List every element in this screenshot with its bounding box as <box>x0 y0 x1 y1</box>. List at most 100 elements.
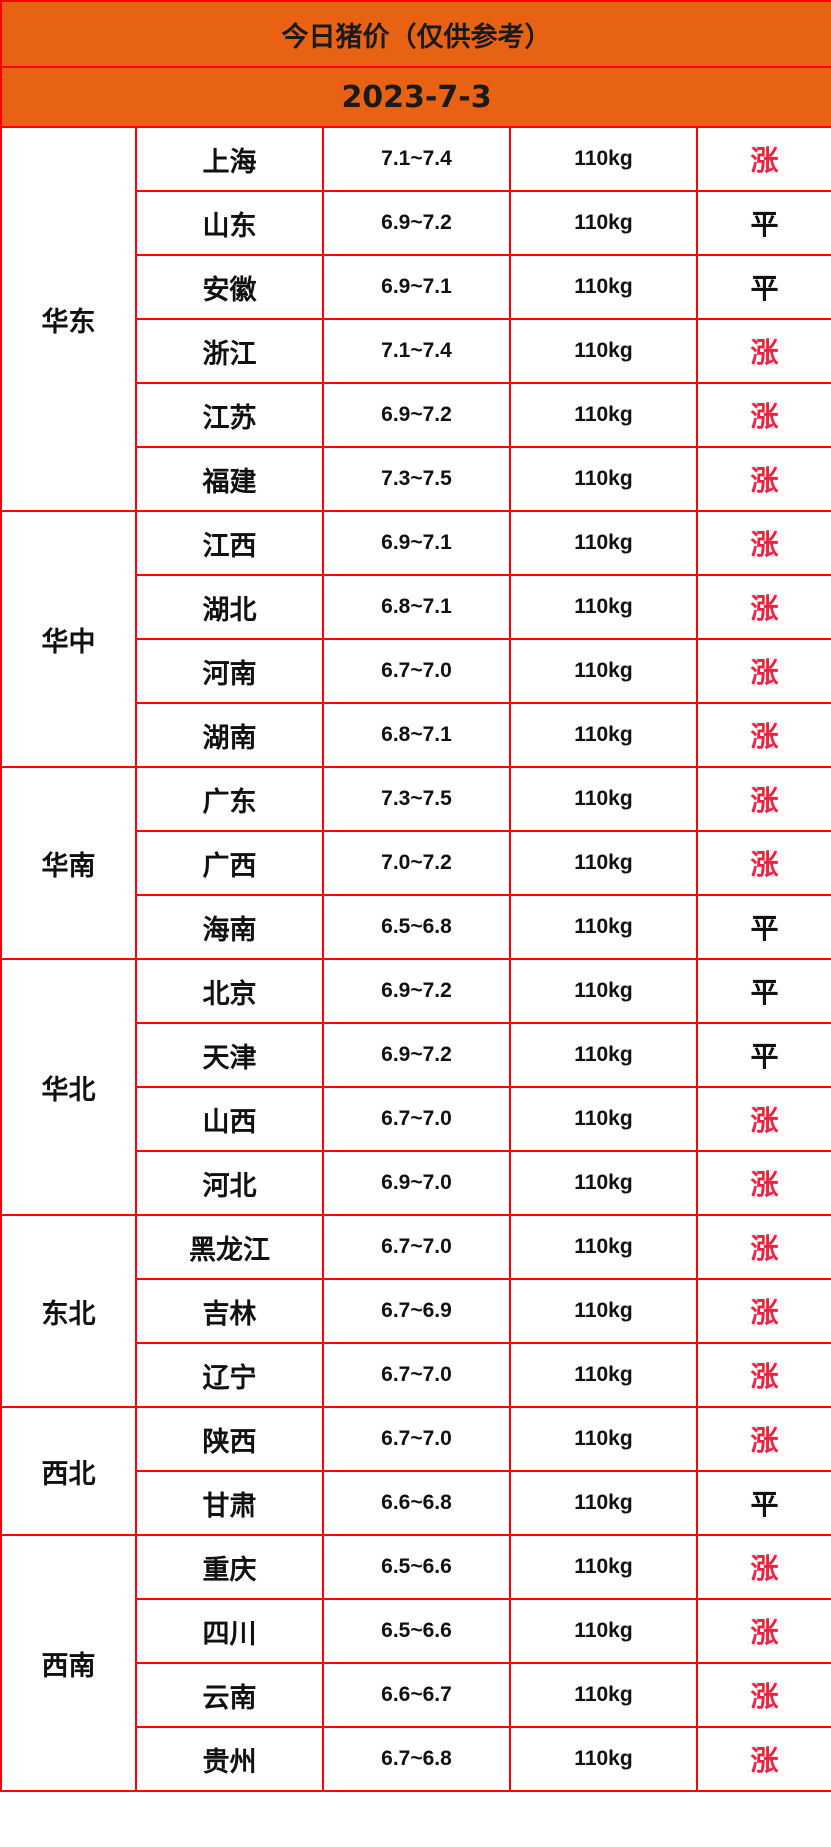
price-range-cell: 6.7~6.9 <box>322 1278 511 1344</box>
table-row: 贵州 6.7~6.8 110kg 涨 <box>1 1726 831 1792</box>
weight-cell: 110kg <box>509 830 698 896</box>
trend-cell: 涨 <box>695 1214 831 1280</box>
region-cell: 华东 <box>0 126 137 512</box>
weight-cell: 110kg <box>509 1022 698 1088</box>
price-range-cell: 6.9~7.2 <box>322 958 511 1024</box>
table-row: 安徽 6.9~7.1 110kg 平 <box>1 254 831 320</box>
table-row: 吉林 6.7~6.9 110kg 涨 <box>1 1278 831 1344</box>
price-range-cell: 6.7~7.0 <box>322 1086 511 1152</box>
table-row: 云南 6.6~6.7 110kg 涨 <box>1 1662 831 1728</box>
table-row: 东北 黑龙江 6.7~7.0 110kg 涨 <box>0 1214 831 1408</box>
province-cell: 福建 <box>135 446 324 512</box>
weight-cell: 110kg <box>509 1086 698 1152</box>
weight-cell: 110kg <box>509 382 698 448</box>
province-cell: 陕西 <box>135 1406 324 1472</box>
table-row: 华北 北京 6.9~7.2 110kg 平 <box>0 958 831 1216</box>
trend-cell: 涨 <box>695 1086 831 1152</box>
table-row: 华中 江西 6.9~7.1 110kg 涨 <box>0 510 831 768</box>
province-cell: 重庆 <box>135 1534 324 1600</box>
weight-cell: 110kg <box>509 638 698 704</box>
province-cell: 山东 <box>135 190 324 256</box>
table-row: 湖北 6.8~7.1 110kg 涨 <box>1 574 831 640</box>
price-range-cell: 6.5~6.8 <box>322 894 511 960</box>
trend-cell: 平 <box>695 254 831 320</box>
table-title: 今日猪价（仅供参考） <box>0 0 831 68</box>
price-range-cell: 7.1~7.4 <box>322 126 511 192</box>
trend-cell: 涨 <box>695 1534 831 1600</box>
trend-cell: 平 <box>695 894 831 960</box>
province-cell: 上海 <box>135 126 324 192</box>
price-range-cell: 6.9~7.1 <box>322 510 511 576</box>
table-row: 西南 重庆 6.5~6.6 110kg 涨 <box>0 1534 831 1792</box>
price-range-cell: 6.8~7.1 <box>322 702 511 768</box>
weight-cell: 110kg <box>509 574 698 640</box>
province-cell: 湖南 <box>135 702 324 768</box>
province-cell: 安徽 <box>135 254 324 320</box>
trend-cell: 涨 <box>695 510 831 576</box>
weight-cell: 110kg <box>509 1214 698 1280</box>
trend-cell: 涨 <box>695 1278 831 1344</box>
table-row: 四川 6.5~6.6 110kg 涨 <box>1 1598 831 1664</box>
province-cell: 广东 <box>135 766 324 832</box>
price-range-cell: 6.7~7.0 <box>322 1342 511 1408</box>
price-range-cell: 6.9~7.2 <box>322 190 511 256</box>
province-cell: 甘肃 <box>135 1470 324 1536</box>
trend-cell: 平 <box>695 190 831 256</box>
trend-cell: 涨 <box>695 1662 831 1728</box>
province-cell: 湖北 <box>135 574 324 640</box>
price-range-cell: 7.0~7.2 <box>322 830 511 896</box>
province-cell: 云南 <box>135 1662 324 1728</box>
trend-cell: 涨 <box>695 1726 831 1792</box>
weight-cell: 110kg <box>509 254 698 320</box>
province-cell: 江西 <box>135 510 324 576</box>
weight-cell: 110kg <box>509 126 698 192</box>
weight-cell: 110kg <box>509 1534 698 1600</box>
price-range-cell: 6.9~7.0 <box>322 1150 511 1216</box>
province-cell: 北京 <box>135 958 324 1024</box>
trend-cell: 涨 <box>695 830 831 896</box>
province-cell: 海南 <box>135 894 324 960</box>
province-cell: 江苏 <box>135 382 324 448</box>
trend-cell: 平 <box>695 1022 831 1088</box>
weight-cell: 110kg <box>509 510 698 576</box>
price-range-cell: 6.8~7.1 <box>322 574 511 640</box>
weight-cell: 110kg <box>509 1726 698 1792</box>
trend-cell: 涨 <box>695 1406 831 1472</box>
trend-cell: 涨 <box>695 638 831 704</box>
table-row: 辽宁 6.7~7.0 110kg 涨 <box>1 1342 831 1408</box>
table-row: 华东 上海 7.1~7.4 110kg 涨 <box>0 126 831 512</box>
price-range-cell: 6.6~6.7 <box>322 1662 511 1728</box>
pig-price-table: 今日猪价（仅供参考） 2023-7-3 华东 上海 7.1~7.4 110kg 涨山东 6… <box>0 0 831 1792</box>
trend-cell: 涨 <box>695 382 831 448</box>
weight-cell: 110kg <box>509 1598 698 1664</box>
table-row: 浙江 7.1~7.4 110kg 涨 <box>1 318 831 384</box>
trend-cell: 平 <box>695 1470 831 1536</box>
table-row: 河南 6.7~7.0 110kg 涨 <box>1 638 831 704</box>
price-range-cell: 6.5~6.6 <box>322 1534 511 1600</box>
region-cell: 西北 <box>0 1406 137 1536</box>
trend-cell: 涨 <box>695 318 831 384</box>
province-cell: 河南 <box>135 638 324 704</box>
weight-cell: 110kg <box>509 766 698 832</box>
weight-cell: 110kg <box>509 1278 698 1344</box>
price-range-cell: 6.9~7.2 <box>322 382 511 448</box>
province-cell: 浙江 <box>135 318 324 384</box>
price-range-cell: 6.6~6.8 <box>322 1470 511 1536</box>
table-row: 山西 6.7~7.0 110kg 涨 <box>1 1086 831 1152</box>
weight-cell: 110kg <box>509 1342 698 1408</box>
province-cell: 黑龙江 <box>135 1214 324 1280</box>
weight-cell: 110kg <box>509 318 698 384</box>
table-row: 海南 6.5~6.8 110kg 平 <box>1 894 831 960</box>
price-range-cell: 7.1~7.4 <box>322 318 511 384</box>
table-row: 山东 6.9~7.2 110kg 平 <box>1 190 831 256</box>
table-row: 天津 6.9~7.2 110kg 平 <box>1 1022 831 1088</box>
trend-cell: 平 <box>695 958 831 1024</box>
weight-cell: 110kg <box>509 1406 698 1472</box>
region-cell: 东北 <box>0 1214 137 1408</box>
table-row: 西北 陕西 6.7~7.0 110kg 涨 <box>0 1406 831 1536</box>
table-row: 河北 6.9~7.0 110kg 涨 <box>1 1150 831 1216</box>
table-row: 广西 7.0~7.2 110kg 涨 <box>1 830 831 896</box>
price-range-cell: 6.7~7.0 <box>322 1214 511 1280</box>
province-cell: 贵州 <box>135 1726 324 1792</box>
trend-cell: 涨 <box>695 1598 831 1664</box>
